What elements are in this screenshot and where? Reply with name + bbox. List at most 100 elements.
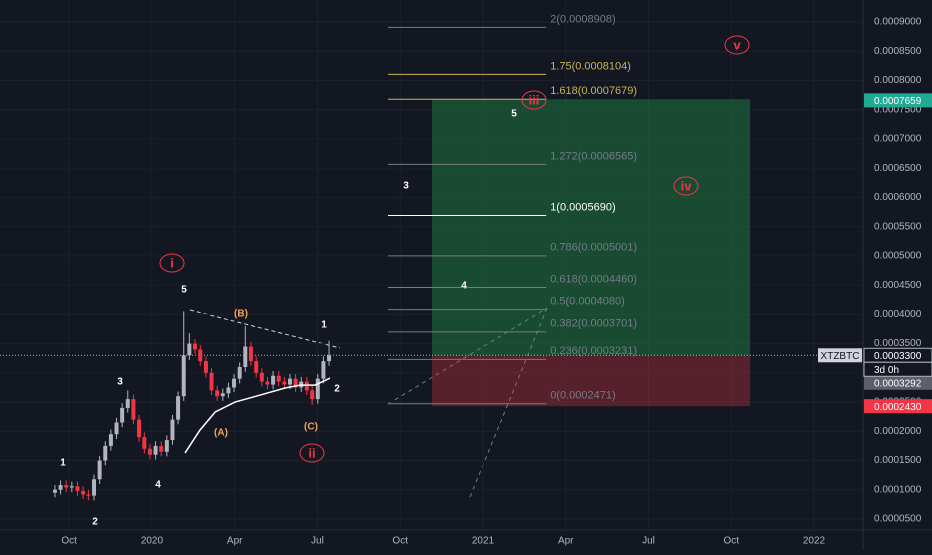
y-tick-label: 0.0004000 [874,309,922,320]
y-tick-label: 0.0006000 [874,192,922,203]
candle-body [153,445,158,455]
wave-label: 3 [403,181,409,192]
y-tick-label: 0.0005000 [874,251,922,262]
wave-label: ii [308,445,315,460]
candle-body [220,393,225,397]
candle-body [232,378,237,388]
fib-label: 0.236(0.0003231) [550,345,637,357]
candle-body [108,434,113,446]
wave-label: 1 [60,458,66,469]
y-tick-label: 0.0006500 [874,163,922,174]
candle-body [69,486,74,488]
candle-body [192,343,197,350]
y-tick-label: 0.0008500 [874,46,922,57]
candle-body [327,355,332,362]
fib-label: 1(0.0005690) [550,201,615,213]
candle-body [97,460,102,480]
profit-zone [431,99,751,356]
wave-label: 5 [511,109,517,120]
candle-body [226,387,231,394]
x-tick-label: 2020 [141,536,164,547]
wave-label: v [733,37,741,52]
symbol-label: XTZBTC [821,351,860,362]
candle-body [75,486,80,491]
moving-average [184,377,331,454]
trend-line [189,309,341,349]
price-tag [864,375,932,390]
y-tick-label: 0.0007500 [874,104,922,115]
price-tag [864,93,932,108]
candle-body [103,445,108,461]
x-tick-label: Jul [642,536,655,547]
wave-label: 2 [334,384,340,395]
candle-body [271,375,276,385]
price-tag-label: 0.0007659 [874,96,922,107]
candle-body [237,366,242,379]
wave-label: (C) [304,422,318,433]
wave-label: (B) [234,309,248,320]
y-tick-label: 0.0007000 [874,134,922,145]
candle-body [287,378,292,385]
candle-body [282,381,287,385]
candle-body [92,479,97,496]
wave-label: iii [529,92,540,107]
wave-label: 2 [92,517,98,528]
candle-body [176,396,181,420]
candle-body [147,448,152,455]
x-tick-label: Oct [723,536,739,547]
candle-body [304,381,309,391]
wave-label: 3 [117,377,123,388]
candle-body [209,372,214,391]
price-tag-label: 0.0002430 [874,402,922,413]
wave-label: i [170,255,174,270]
wave-circle [159,253,185,273]
candle-body [248,346,253,362]
countdown-label: 3d 0h [874,365,899,376]
candle-body [215,390,220,397]
candle-body [276,375,281,382]
fib-label: 0(0.0002471) [550,390,615,402]
y-tick-label: 0.0000500 [874,514,922,525]
candle-body [203,361,208,373]
y-tick-label: 0.0009000 [874,17,922,28]
wave-label: 4 [155,480,161,491]
candle-body [125,399,130,408]
y-tick-label: 0.0001500 [874,455,922,466]
fib-label: 0.5(0.0004080) [550,296,625,308]
candle-body [159,445,164,452]
candle-body [64,485,69,488]
x-tick-label: 2021 [472,536,495,547]
fib-label: 0.382(0.0003701) [550,318,637,330]
candle-body [170,419,175,441]
candle-body [293,378,298,388]
candle-body [131,399,136,420]
wave-label: iv [681,178,693,193]
candle-body [265,381,270,385]
candle-body [120,407,125,423]
loss-zone [431,355,751,407]
fib-label: 1.272(0.0006565) [550,150,637,162]
wave-label: 4 [461,281,467,292]
fib-label: 0.786(0.0005001) [550,242,637,254]
wave-circle [299,443,325,463]
fib-label: 2(0.0008908) [550,13,615,25]
candle-body [181,355,186,397]
x-tick-label: 2022 [803,536,826,547]
candle-body [114,422,119,435]
y-tick-label: 0.0002000 [874,426,922,437]
y-tick-label: 0.0001000 [874,484,922,495]
y-tick-label: 0.0003500 [874,338,922,349]
candle-body [86,494,91,496]
x-tick-label: Apr [558,536,574,547]
candle-body [198,349,203,362]
candle-body [259,372,264,382]
wave-label: 5 [181,285,187,296]
y-tick-label: 0.0008000 [874,75,922,86]
fib-label: 1.75(0.0008104) [550,60,631,72]
candle-body [254,361,259,373]
y-tick-label: 0.0005500 [874,221,922,232]
candle-body [310,390,315,400]
price-tag-label: 0.0003300 [874,351,922,362]
